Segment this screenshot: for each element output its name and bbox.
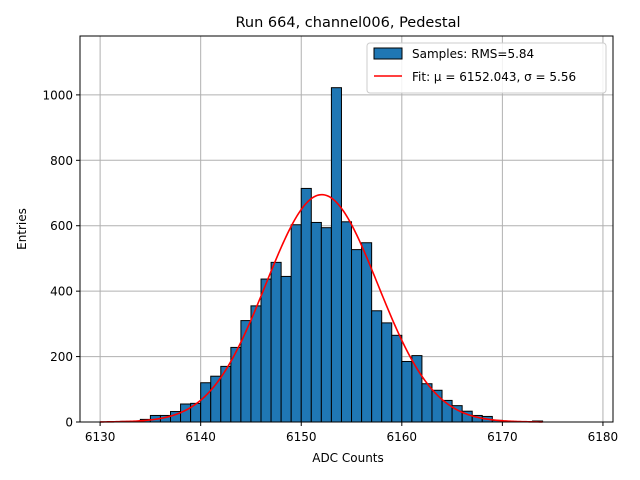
histogram-bar [421, 383, 433, 423]
y-tick-label: 200 [50, 350, 73, 364]
histogram-bar [300, 187, 312, 423]
legend-samples-label: Samples: RMS=5.84 [412, 47, 534, 61]
histogram-bar [270, 261, 282, 423]
fit-curve [100, 193, 543, 423]
histogram-bar [361, 242, 373, 423]
x-tick-label: 6170 [487, 430, 518, 444]
x-tick-label: 6180 [588, 430, 619, 444]
histogram-bar [290, 224, 302, 423]
y-tick-label: 600 [50, 219, 73, 233]
y-tick-label: 400 [50, 285, 73, 299]
plot-frame [79, 35, 614, 423]
histogram-bar [200, 382, 212, 423]
legend: Samples: RMS=5.84 Fit: μ = 6152.043, σ =… [366, 42, 607, 94]
histogram-bar [250, 305, 262, 423]
x-tick-label: 6160 [387, 430, 418, 444]
y-tick-label: 800 [50, 154, 73, 168]
histogram-bar [381, 322, 393, 423]
legend-box [366, 42, 607, 94]
histogram-bar [310, 221, 322, 423]
histogram-bar [280, 275, 292, 423]
y-axis-label: Entries [15, 208, 29, 250]
chart-title: Run 664, channel006, Pedestal [235, 15, 460, 31]
histogram-bar [330, 87, 342, 423]
y-tick-label: 0 [65, 416, 73, 430]
legend-samples-swatch [373, 47, 403, 60]
x-axis-ticks: 6130 6140 6150 6160 6170 6180 [85, 422, 618, 444]
x-tick-label: 6140 [185, 430, 216, 444]
x-tick-label: 6150 [286, 430, 317, 444]
x-axis-label: ADC Counts [312, 451, 384, 465]
x-tick-label: 6130 [85, 430, 116, 444]
histogram-bar [340, 221, 353, 423]
fit-curve-group [100, 193, 543, 423]
y-axis-ticks: 0 200 400 600 800 1000 [42, 88, 80, 430]
histogram-bar [371, 310, 383, 423]
y-tick-label: 1000 [42, 88, 73, 102]
histogram-bar [391, 334, 403, 423]
histogram-bar [180, 403, 192, 423]
histogram-bars [119, 87, 544, 423]
legend-fit-label: Fit: μ = 6152.043, σ = 5.56 [412, 70, 576, 84]
histogram-bar [320, 227, 332, 423]
histogram-bar [401, 360, 413, 423]
histogram-bar [240, 320, 252, 423]
histogram-bar [411, 355, 423, 423]
histogram-bar [351, 249, 363, 423]
histogram-bar [260, 278, 272, 423]
